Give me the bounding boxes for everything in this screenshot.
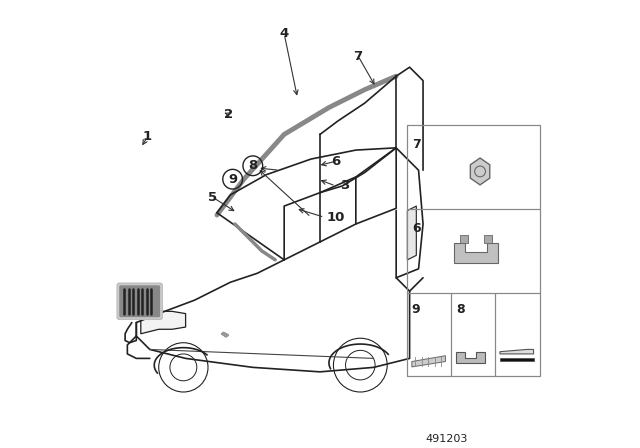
Text: 6: 6 [331, 155, 340, 168]
Polygon shape [456, 352, 485, 363]
Polygon shape [500, 358, 534, 361]
Text: 4: 4 [280, 27, 289, 40]
Polygon shape [500, 349, 534, 354]
Text: 8: 8 [456, 303, 465, 316]
Text: 3: 3 [340, 179, 349, 193]
FancyBboxPatch shape [118, 284, 161, 318]
Bar [407, 293, 451, 376]
Text: 7: 7 [353, 49, 363, 63]
Polygon shape [221, 332, 228, 337]
Text: 6: 6 [412, 222, 420, 235]
Text: 7: 7 [412, 138, 420, 151]
Text: 5: 5 [208, 190, 217, 204]
Bar [407, 125, 540, 376]
Polygon shape [412, 356, 445, 367]
Polygon shape [470, 158, 490, 185]
Text: 9: 9 [228, 172, 237, 186]
Text: 8: 8 [248, 159, 257, 172]
Text: 9: 9 [412, 303, 420, 316]
Bar [460, 235, 468, 243]
Text: 2: 2 [223, 108, 233, 121]
Bar [407, 125, 540, 209]
Text: 491203: 491203 [425, 434, 468, 444]
Text: 1: 1 [143, 130, 152, 143]
Polygon shape [407, 206, 417, 260]
Text: 10: 10 [326, 211, 345, 224]
Bar [484, 235, 492, 243]
Bar [407, 209, 540, 293]
Polygon shape [454, 243, 499, 263]
Polygon shape [141, 311, 186, 334]
Bar [495, 293, 540, 376]
Bar [451, 293, 495, 376]
